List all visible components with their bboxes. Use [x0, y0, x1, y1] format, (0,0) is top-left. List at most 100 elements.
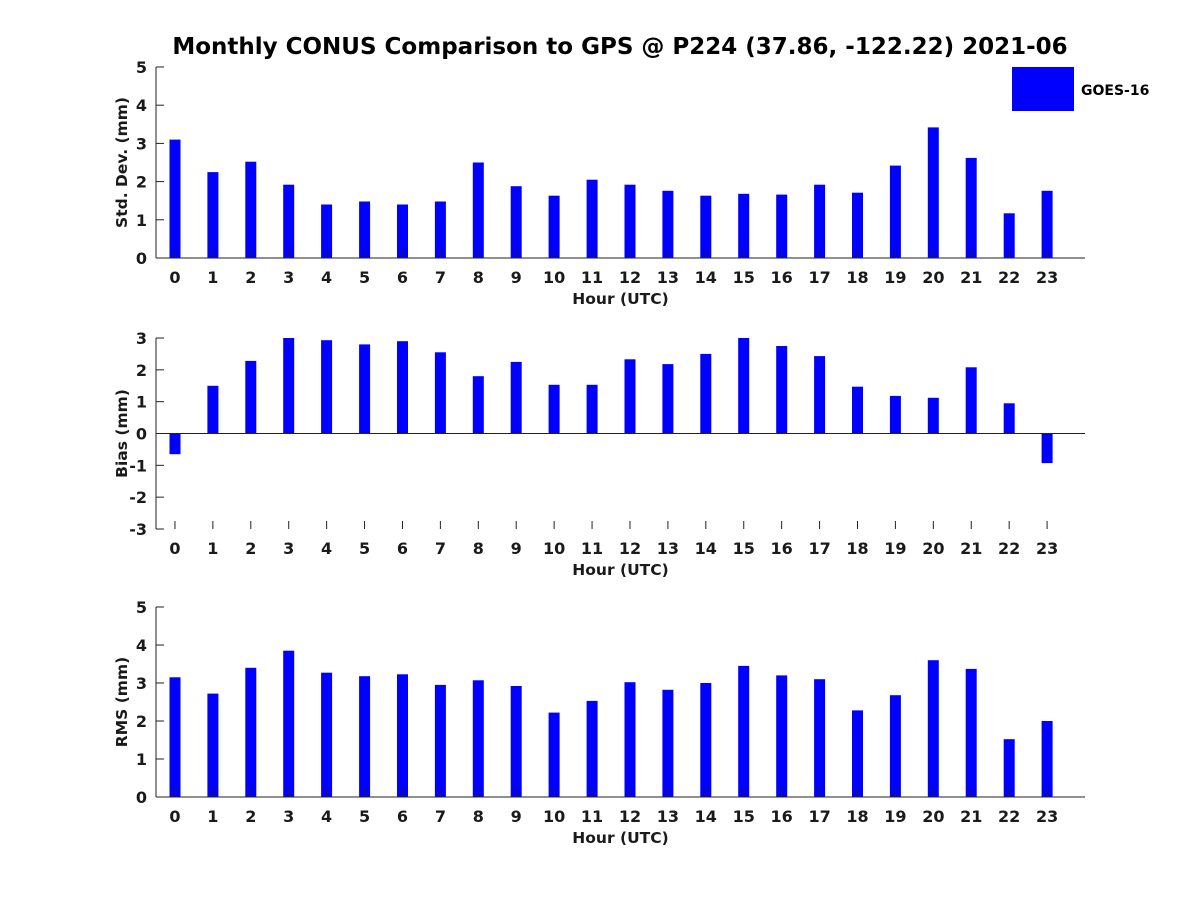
x-tick-label: 22: [998, 268, 1020, 287]
x-axis-label: Hour (UTC): [572, 290, 668, 308]
x-axis-label: Hour (UTC): [572, 829, 668, 847]
y-tick-label: 4: [136, 636, 147, 655]
x-tick-label: 17: [808, 539, 830, 558]
y-tick-label: -2: [129, 488, 147, 507]
bar: [434, 684, 446, 797]
x-tick-label: 20: [922, 268, 944, 287]
x-tick-label: 10: [543, 268, 565, 287]
legend-swatch: [1012, 67, 1074, 111]
x-tick-label: 7: [435, 539, 446, 558]
bar: [1041, 721, 1053, 797]
x-tick-label: 16: [771, 539, 793, 558]
x-tick-label: 2: [245, 268, 256, 287]
bar: [624, 184, 636, 258]
y-tick-label: 2: [136, 173, 147, 192]
x-tick-label: 19: [884, 807, 906, 826]
bar: [434, 201, 446, 258]
x-tick-label: 16: [771, 807, 793, 826]
bar: [586, 384, 598, 434]
y-tick-label: 3: [136, 134, 147, 153]
bar: [321, 204, 333, 258]
x-tick-label: 2: [245, 539, 256, 558]
bar: [852, 386, 863, 434]
bar: [700, 683, 712, 797]
x-axis-label: Hour (UTC): [572, 561, 668, 579]
x-tick-label: 1: [207, 268, 218, 287]
x-tick-label: 6: [397, 268, 408, 287]
bar: [814, 356, 826, 434]
x-tick-label: 4: [321, 539, 332, 558]
x-tick-label: 17: [808, 268, 830, 287]
x-tick-label: 20: [922, 539, 944, 558]
bar: [814, 679, 826, 797]
bar: [510, 186, 522, 258]
bar: [852, 710, 863, 797]
y-tick-label: 5: [136, 58, 147, 77]
bar: [662, 190, 674, 258]
bar: [624, 359, 636, 434]
bar: [1041, 190, 1053, 258]
bar: [510, 686, 522, 797]
chart-title: Monthly CONUS Comparison to GPS @ P224 (…: [172, 34, 1067, 60]
bar: [283, 338, 295, 434]
y-tick-label: 2: [136, 361, 147, 380]
x-tick-label: 19: [884, 539, 906, 558]
bar: [965, 367, 977, 434]
bar: [776, 194, 788, 258]
y-tick-label: 2: [136, 712, 147, 731]
x-tick-label: 13: [657, 268, 679, 287]
x-tick-label: 4: [321, 807, 332, 826]
y-tick-label: -1: [129, 456, 147, 475]
bar: [889, 395, 901, 434]
y-tick-label: -3: [129, 520, 147, 539]
bar: [776, 675, 788, 797]
y-axis-label: Std. Dev. (mm): [113, 97, 131, 228]
bar: [359, 676, 371, 797]
x-tick-label: 9: [511, 268, 522, 287]
bar: [359, 201, 371, 258]
x-tick-label: 3: [283, 539, 294, 558]
x-tick-label: 15: [733, 268, 755, 287]
x-tick-label: 7: [435, 807, 446, 826]
bar: [548, 712, 560, 797]
bar: [662, 689, 674, 797]
legend-label: GOES-16: [1081, 83, 1149, 99]
x-tick-label: 0: [169, 807, 180, 826]
y-tick-label: 5: [136, 598, 147, 617]
x-tick-label: 8: [473, 807, 484, 826]
x-tick-label: 15: [733, 807, 755, 826]
x-tick-label: 10: [543, 807, 565, 826]
bar: [586, 179, 598, 258]
y-tick-label: 0: [136, 788, 147, 807]
x-tick-label: 20: [922, 807, 944, 826]
y-tick-label: 1: [136, 211, 147, 230]
bar: [662, 364, 674, 434]
bar: [1003, 403, 1015, 434]
bar: [321, 672, 333, 797]
bar: [169, 139, 181, 258]
x-tick-label: 21: [960, 807, 982, 826]
x-tick-label: 1: [207, 539, 218, 558]
x-tick-label: 13: [657, 807, 679, 826]
x-tick-label: 12: [619, 807, 641, 826]
x-tick-label: 21: [960, 539, 982, 558]
x-tick-label: 7: [435, 268, 446, 287]
bar: [889, 695, 901, 797]
bar: [738, 665, 750, 797]
bar: [1003, 213, 1015, 258]
y-tick-label: 3: [136, 329, 147, 348]
x-tick-label: 8: [473, 539, 484, 558]
y-axis-label: Bias (mm): [113, 389, 131, 478]
bar: [814, 184, 826, 258]
y-tick-label: 1: [136, 750, 147, 769]
bar: [510, 361, 522, 434]
bar: [738, 338, 750, 434]
x-tick-label: 5: [359, 807, 370, 826]
bar: [927, 397, 939, 434]
bar: [700, 353, 712, 434]
x-tick-label: 3: [283, 807, 294, 826]
y-tick-label: 3: [136, 674, 147, 693]
bar: [321, 340, 333, 434]
